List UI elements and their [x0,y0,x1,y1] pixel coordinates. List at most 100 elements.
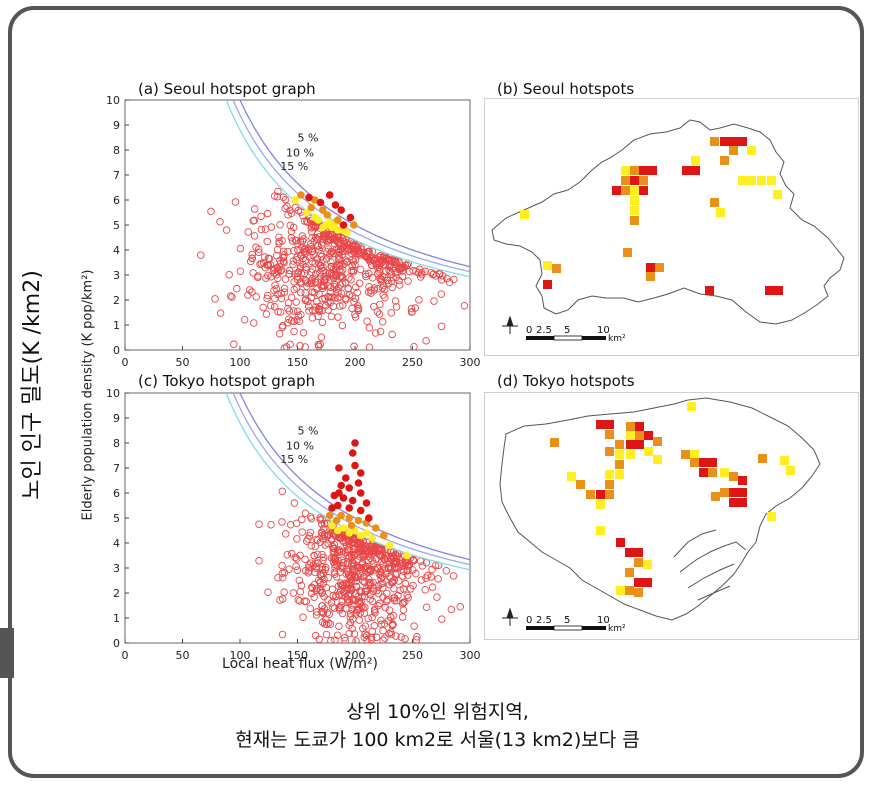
y-tick-label: 2 [113,294,120,307]
y-tick-label: 7 [113,169,120,182]
scatter-point [312,559,320,568]
hotspot-point-yellow [402,551,411,560]
hotspot-cell [543,261,552,270]
scatter-point [422,603,431,612]
scatter-point [371,329,380,337]
scatter-point [329,302,338,311]
scatter-point [334,255,343,264]
scatter-point [412,569,420,578]
scatter-point [252,293,260,301]
scatter-point [322,274,330,283]
scatter-point [404,277,412,285]
hotspot-point-yellow [291,196,299,204]
scatter-point [335,622,343,630]
x-tick-label: 300 [460,356,481,369]
hotspot-cell [690,450,699,459]
scatter-point [272,285,281,293]
scatter-point [293,316,301,324]
hotspot-point-orange [332,516,341,525]
scale-label: 2.5 [536,325,552,336]
x-tick-label: 100 [230,356,251,369]
scatter-point [318,550,326,559]
scatter-point [316,514,324,522]
hotspot-cell [626,440,635,449]
plot-contents [225,393,470,643]
scatter-point [337,289,346,298]
scatter-point [341,278,350,287]
scatter-point [437,322,446,331]
hotspot-cell [708,458,717,467]
x-tick-label: 300 [460,649,481,662]
y-tick-label: 2 [113,587,120,600]
scatter-point [316,538,325,546]
scatter-point [284,299,293,307]
hotspot-cell [615,460,624,469]
scatter-point [250,216,258,225]
scatter-point [311,275,319,283]
hotspot-cell [711,492,720,501]
scatter-point [262,310,271,318]
hotspot-point-orange [337,511,345,520]
scatter-point [404,593,412,602]
scatter-point [412,636,421,643]
hotspot-cell [635,422,644,431]
y-tick-label: 0 [113,637,120,650]
scatter-point [352,549,360,558]
scatter-point [279,193,288,201]
scatter-point [270,265,279,273]
hotspot-cell [780,456,789,465]
scatter-point [278,561,286,570]
scale-label: 10 [597,325,610,336]
scatter-point [352,283,360,291]
scatter-point [280,588,288,596]
hotspot-cell [635,431,644,440]
side-tab [0,628,14,678]
scatter-point [255,557,263,565]
hotspot-point-orange [354,516,363,525]
scatter-point [361,630,369,638]
scatter-point [316,261,325,270]
scatter-point [267,520,275,529]
scatter-point [293,535,301,543]
hotspot-cell [644,447,653,456]
hotspot-cell [630,196,639,205]
hotspot-cell [786,466,795,475]
hotspot-cell [720,156,729,165]
scatter-point [280,258,288,267]
scatter-point [225,270,233,279]
hotspot-point-red [345,504,354,512]
hotspot-cell [550,438,559,447]
scatter-point [299,260,307,269]
hotspot-cell [655,263,664,272]
scatter-point [316,249,325,258]
scatter-point [290,247,298,255]
scatter-point [377,575,385,583]
scatter-point [398,613,407,621]
scatter-point [365,283,373,291]
scatter-point [384,617,393,625]
scatter-point [274,573,282,582]
scatter-point [447,605,456,614]
hotspot-point-yellow [328,521,336,530]
scatter-point [367,633,376,642]
scatter-point [316,340,324,349]
scatter-point [392,632,400,640]
scatter-point [345,597,354,606]
scatter-point [307,541,316,550]
tokyo-map-frame [484,392,859,640]
scatter-point [278,630,287,639]
hotspot-cell [699,458,708,467]
scatter-point [305,564,313,572]
hotspot-cell [605,480,614,489]
hotspot-cell [738,137,747,146]
scatter-point [324,596,332,604]
scatter-point [327,636,335,643]
scatter-point [337,272,346,280]
scatter-point [274,307,282,316]
scatter-point [310,221,318,229]
scatter-point [328,236,336,244]
hotspot-cell [615,450,624,459]
scatter-point [401,579,410,588]
hotspot-point-red [335,464,343,472]
hotspot-cell [682,166,691,175]
